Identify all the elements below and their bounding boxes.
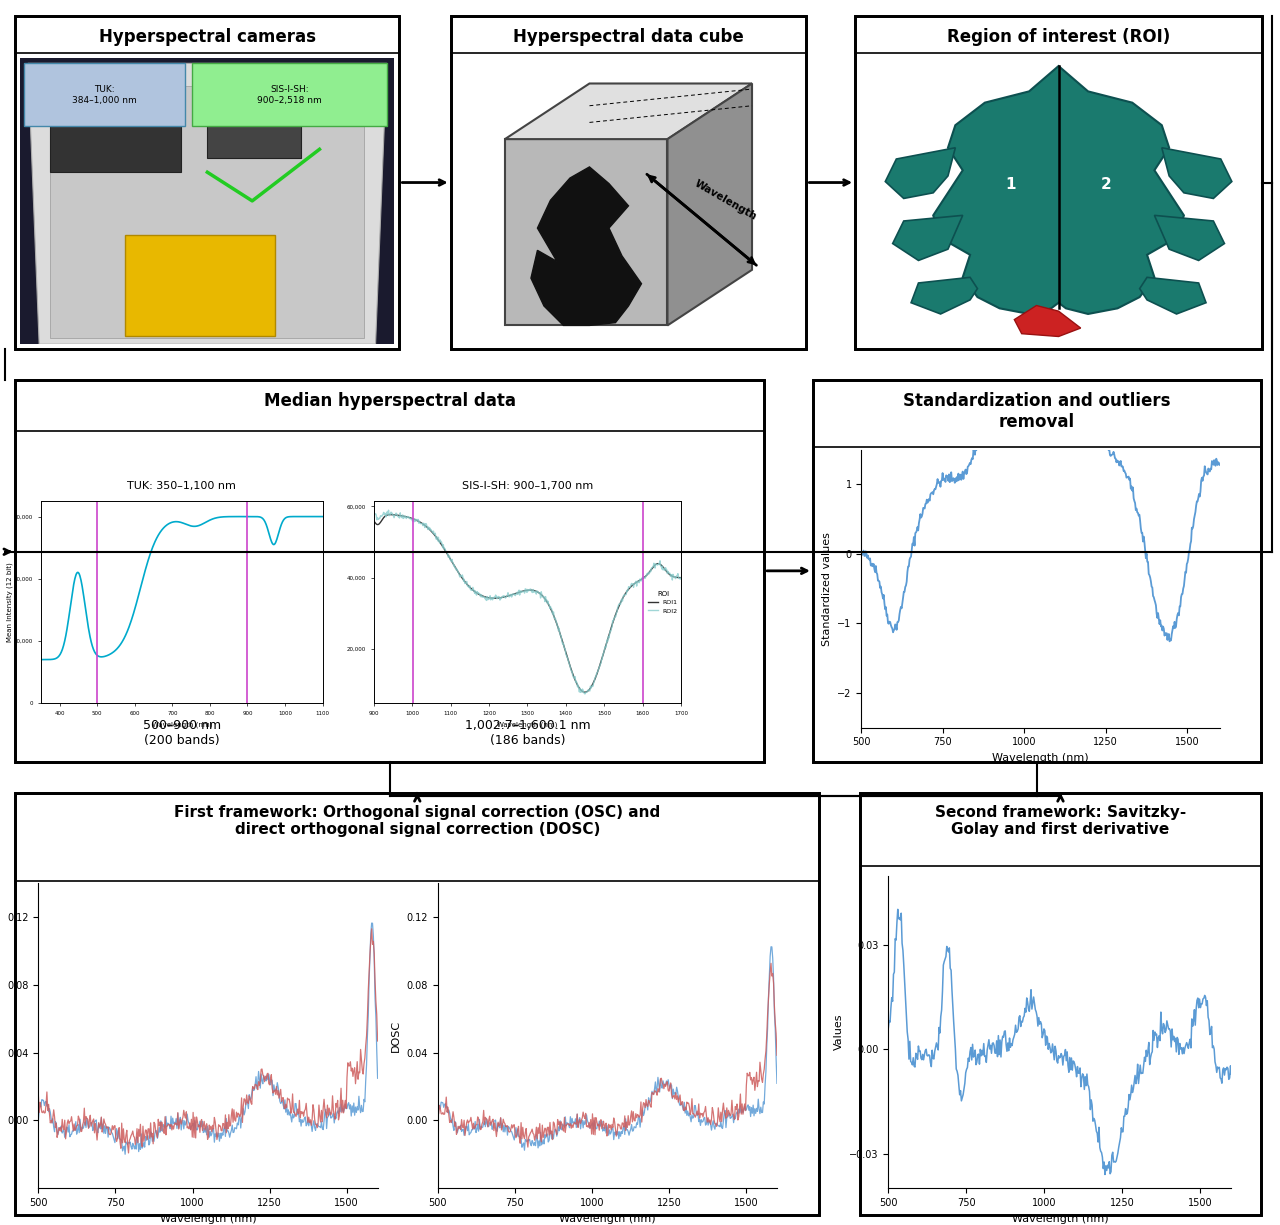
Text: Region of interest (ROI): Region of interest (ROI) — [947, 28, 1170, 47]
Text: SIS-I-SH: 900–1,700 nm: SIS-I-SH: 900–1,700 nm — [462, 481, 593, 491]
Polygon shape — [892, 216, 963, 261]
Bar — [125, 235, 275, 336]
Text: TUK:
384–1,000 nm: TUK: 384–1,000 nm — [72, 86, 137, 104]
Polygon shape — [1014, 305, 1080, 337]
X-axis label: Wavelength (nm): Wavelength (nm) — [497, 722, 558, 728]
Polygon shape — [1139, 277, 1206, 314]
X-axis label: Wavelength (nm): Wavelength (nm) — [559, 1214, 655, 1224]
X-axis label: Wavelength (nm): Wavelength (nm) — [1011, 1214, 1108, 1224]
Text: TUK: 350–1,100 nm: TUK: 350–1,100 nm — [127, 481, 237, 491]
X-axis label: Wavelength (nm): Wavelength (nm) — [992, 753, 1089, 763]
Text: SIS-I-SH:
900–2,518 nm: SIS-I-SH: 900–2,518 nm — [257, 86, 323, 104]
Text: 1: 1 — [1005, 176, 1016, 192]
Bar — [207, 86, 301, 158]
Y-axis label: Standardized values: Standardized values — [822, 532, 832, 646]
Polygon shape — [504, 140, 667, 326]
Polygon shape — [933, 66, 1184, 314]
Bar — [192, 64, 387, 126]
Polygon shape — [667, 83, 753, 326]
Polygon shape — [531, 167, 641, 326]
Polygon shape — [1155, 216, 1225, 261]
Text: Second framework: Savitzky-
Golay and first derivative: Second framework: Savitzky- Golay and fi… — [934, 805, 1187, 837]
Polygon shape — [504, 83, 753, 140]
Polygon shape — [886, 148, 955, 198]
Text: Hyperspectral cameras: Hyperspectral cameras — [99, 28, 316, 47]
Y-axis label: OSC: OSC — [0, 1024, 1, 1047]
Bar — [50, 81, 182, 173]
Text: 500–900 nm
(200 bands): 500–900 nm (200 bands) — [142, 719, 221, 747]
Bar — [50, 86, 365, 338]
Y-axis label: Values: Values — [833, 1014, 844, 1050]
Text: Median hyperspectral data: Median hyperspectral data — [264, 392, 516, 410]
Polygon shape — [1162, 148, 1231, 198]
X-axis label: Wavelength (nm): Wavelength (nm) — [151, 722, 212, 728]
Text: 2: 2 — [1101, 176, 1112, 192]
X-axis label: Wavelength (nm): Wavelength (nm) — [160, 1214, 256, 1224]
Text: 1,002.7–1,600.1 nm
(186 bands): 1,002.7–1,600.1 nm (186 bands) — [465, 719, 590, 747]
Text: First framework: Orthogonal signal correction (OSC) and
direct orthogonal signal: First framework: Orthogonal signal corre… — [174, 805, 660, 837]
Legend: ROI1, ROI2: ROI1, ROI2 — [649, 590, 678, 614]
Polygon shape — [911, 277, 978, 314]
Bar — [24, 64, 184, 126]
Y-axis label: DOSC: DOSC — [390, 1019, 401, 1052]
Y-axis label: Mean Intensity (12 bit): Mean Intensity (12 bit) — [6, 562, 13, 642]
Text: Standardization and outliers
removal: Standardization and outliers removal — [904, 392, 1170, 431]
Text: Hyperspectral data cube: Hyperspectral data cube — [513, 28, 744, 47]
Polygon shape — [28, 64, 387, 344]
Text: Wavelength: Wavelength — [694, 179, 759, 222]
